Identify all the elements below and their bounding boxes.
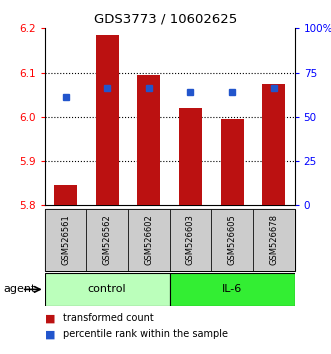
Bar — [128, 209, 170, 271]
Bar — [86, 209, 128, 271]
Bar — [54, 185, 77, 205]
Bar — [179, 108, 202, 205]
Text: percentile rank within the sample: percentile rank within the sample — [63, 329, 228, 339]
Text: transformed count: transformed count — [63, 313, 154, 323]
Text: control: control — [88, 284, 126, 295]
Text: GSM526562: GSM526562 — [103, 215, 112, 265]
Text: GSM526605: GSM526605 — [228, 215, 237, 265]
Bar — [170, 273, 295, 306]
Bar — [221, 119, 244, 205]
Bar — [262, 84, 285, 205]
Text: agent: agent — [3, 284, 36, 295]
Text: ■: ■ — [45, 313, 55, 323]
Bar — [211, 209, 253, 271]
Text: GSM526561: GSM526561 — [61, 215, 70, 265]
Text: ■: ■ — [45, 329, 55, 339]
Bar — [45, 209, 86, 271]
Bar — [137, 75, 160, 205]
Text: GSM526603: GSM526603 — [186, 215, 195, 265]
Bar — [45, 273, 170, 306]
Text: GSM526602: GSM526602 — [144, 215, 153, 265]
Bar — [96, 35, 118, 205]
Bar — [170, 209, 211, 271]
Text: GSM526678: GSM526678 — [269, 214, 278, 266]
Bar — [253, 209, 295, 271]
Text: GDS3773 / 10602625: GDS3773 / 10602625 — [94, 12, 237, 25]
Text: IL-6: IL-6 — [222, 284, 242, 295]
